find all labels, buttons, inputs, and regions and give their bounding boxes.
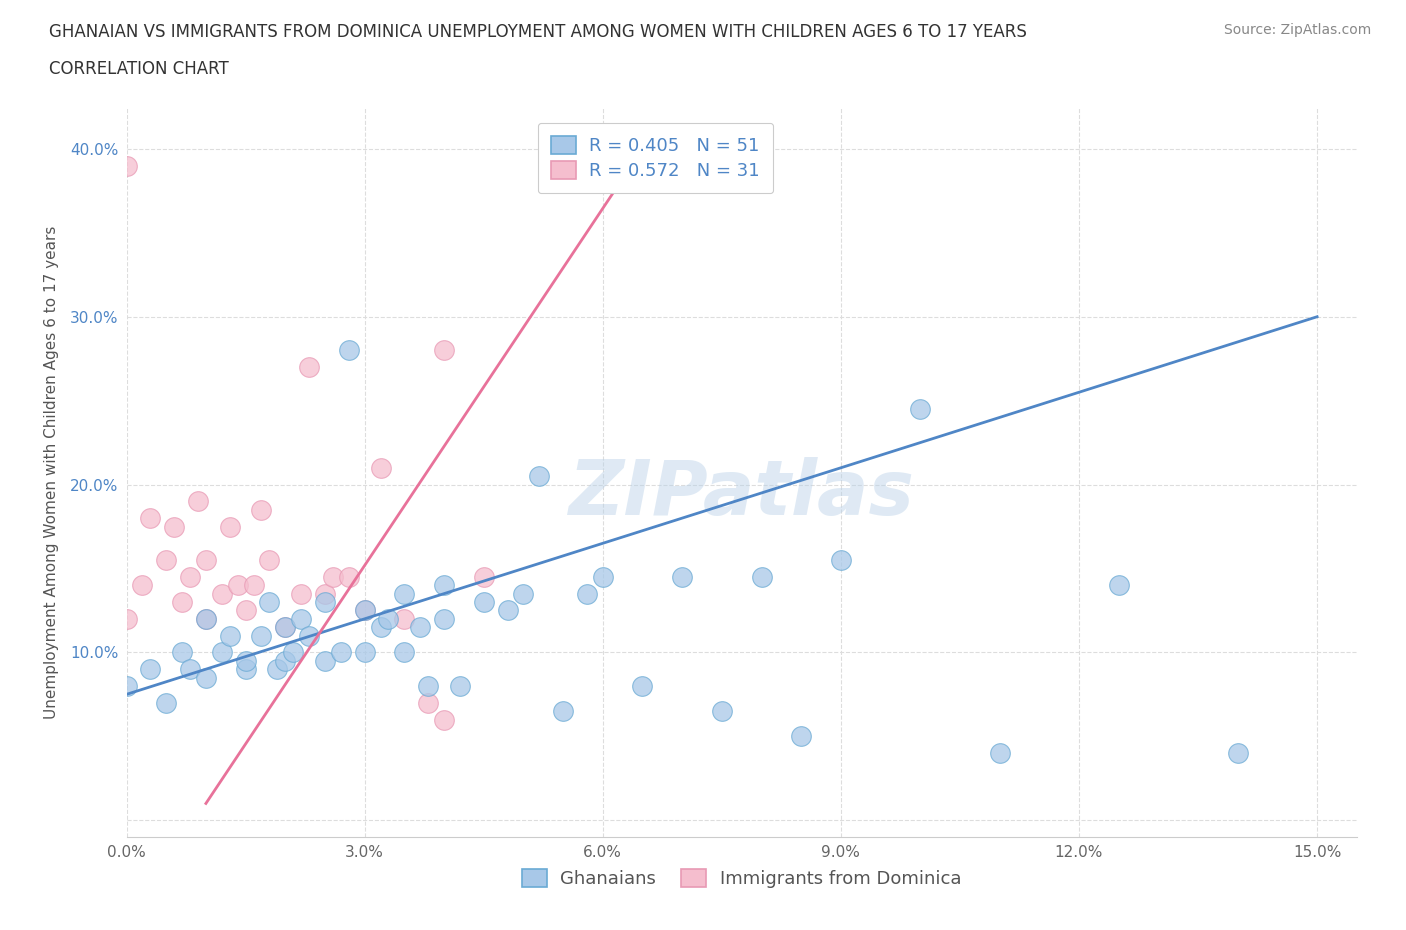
Point (322, 569, 344, 584)
Point (671, 569, 693, 584)
Point (988, 746, 1011, 761)
Point (710, 704, 733, 719)
Point (433, 343, 456, 358)
Point (131, 578, 153, 592)
Y-axis label: Unemployment Among Women with Children Ages 6 to 17 years: Unemployment Among Women with Children A… (44, 225, 59, 719)
Point (290, 586, 312, 601)
Point (274, 654, 297, 669)
Point (283, 644, 305, 659)
Point (394, 586, 416, 601)
Point (353, 603, 375, 618)
Point (551, 704, 574, 719)
Point (751, 569, 773, 584)
Point (631, 679, 654, 694)
Point (377, 611, 399, 626)
Point (512, 586, 534, 601)
Point (394, 644, 416, 659)
Text: ZIPatlas: ZIPatlas (568, 457, 915, 531)
Point (226, 578, 249, 592)
Point (115, 611, 138, 626)
Point (575, 586, 598, 601)
Point (172, 644, 194, 659)
Point (433, 712, 456, 727)
Point (337, 343, 360, 358)
Point (790, 729, 813, 744)
Point (194, 611, 217, 626)
Point (211, 586, 233, 601)
Point (172, 594, 194, 609)
Point (235, 603, 257, 618)
Text: GHANAIAN VS IMMIGRANTS FROM DOMINICA UNEMPLOYMENT AMONG WOMEN WITH CHILDREN AGES: GHANAIAN VS IMMIGRANTS FROM DOMINICA UNE… (49, 23, 1028, 41)
Point (314, 654, 336, 669)
Point (274, 619, 297, 634)
Point (418, 696, 440, 711)
Point (433, 611, 456, 626)
Point (194, 552, 217, 567)
Point (266, 662, 288, 677)
Point (242, 578, 264, 592)
Point (218, 628, 240, 643)
Point (187, 494, 209, 509)
Point (370, 619, 392, 634)
Point (1108, 578, 1130, 592)
Point (433, 578, 456, 592)
Point (409, 619, 432, 634)
Point (194, 671, 217, 685)
Point (235, 662, 257, 677)
Point (259, 552, 281, 567)
Point (298, 360, 321, 375)
Point (290, 611, 312, 626)
Point (449, 679, 471, 694)
Point (115, 158, 138, 173)
Point (163, 519, 186, 534)
Point (592, 569, 614, 584)
Point (155, 696, 177, 711)
Point (179, 662, 201, 677)
Point (250, 502, 273, 517)
Point (139, 662, 162, 677)
Point (394, 611, 416, 626)
Point (529, 469, 551, 484)
Point (910, 402, 932, 417)
Point (418, 679, 440, 694)
Legend: Ghanaians, Immigrants from Dominica: Ghanaians, Immigrants from Dominica (516, 862, 967, 895)
Point (830, 552, 852, 567)
Point (211, 644, 233, 659)
Point (259, 594, 281, 609)
Point (194, 611, 217, 626)
Point (235, 654, 257, 669)
Point (218, 519, 240, 534)
Point (496, 603, 519, 618)
Text: CORRELATION CHART: CORRELATION CHART (49, 60, 229, 78)
Point (472, 594, 495, 609)
Point (353, 603, 375, 618)
Point (353, 644, 375, 659)
Point (250, 628, 273, 643)
Point (179, 569, 201, 584)
Point (1226, 746, 1249, 761)
Point (155, 552, 177, 567)
Point (370, 460, 392, 475)
Point (314, 594, 336, 609)
Point (298, 628, 321, 643)
Point (337, 569, 360, 584)
Point (472, 569, 495, 584)
Point (139, 511, 162, 525)
Point (115, 679, 138, 694)
Point (274, 619, 297, 634)
Point (329, 644, 352, 659)
Text: Source: ZipAtlas.com: Source: ZipAtlas.com (1223, 23, 1371, 37)
Point (314, 586, 336, 601)
